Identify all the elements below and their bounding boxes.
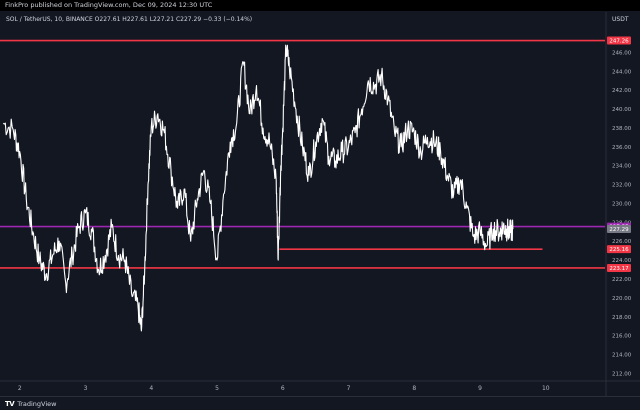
x-tick-label: 8 xyxy=(412,385,416,392)
publish-header: FinkPro published on TradingView.com, De… xyxy=(0,0,640,11)
y-tick-label: 236.00 xyxy=(612,145,632,151)
y-tick-label: 240.00 xyxy=(612,107,632,113)
price-badge-label: 225.16 xyxy=(609,247,629,253)
price-badge-225.16 xyxy=(607,245,631,254)
y-tick-label: 222.00 xyxy=(612,277,632,283)
price-badge-label: 227.29 xyxy=(609,227,629,233)
y-tick-label: 220.00 xyxy=(612,296,632,302)
price-series-line xyxy=(2,44,514,332)
price-badge-223.17 xyxy=(607,263,631,272)
footer-bar: TV TradingView xyxy=(0,396,640,410)
y-tick-label: 226.00 xyxy=(612,239,632,245)
price-chart[interactable]: 212.00 214.00 216.00 218.00 220.00 222.00 224.… xyxy=(0,0,640,396)
price-badge-227.29 xyxy=(607,225,631,234)
x-tick-label: 6 xyxy=(281,385,285,392)
y-tick-label: 230.00 xyxy=(612,201,632,207)
y-tick-label: 224.00 xyxy=(612,258,632,264)
y-tick-label: 246.00 xyxy=(612,50,632,56)
tradingview-logo[interactable]: TV TradingView xyxy=(5,400,56,408)
x-tick-label: 5 xyxy=(215,385,219,392)
y-tick-label: 214.00 xyxy=(612,353,632,359)
y-tick-label: 216.00 xyxy=(612,334,632,340)
y-tick-label: 244.00 xyxy=(612,69,632,75)
axis-layer: 212.00 214.00 216.00 218.00 220.00 222.00 224.… xyxy=(0,12,640,396)
series-layer xyxy=(2,44,514,332)
tradingview-logo-text: TradingView xyxy=(17,400,57,408)
price-badge-label: 223.17 xyxy=(609,266,629,272)
x-tick-label: 10 xyxy=(542,385,550,392)
x-tick-label: 9 xyxy=(478,385,482,392)
x-tick-label: 3 xyxy=(84,385,88,392)
y-tick-label: 234.00 xyxy=(612,164,632,170)
currency-label: USDT xyxy=(612,16,629,23)
price-badge-247.26 xyxy=(607,36,631,45)
y-tick-label: 218.00 xyxy=(612,315,632,321)
y-tick-label: 232.00 xyxy=(612,183,632,189)
y-tick-label: 212.00 xyxy=(612,371,632,377)
x-tick-label: 2 xyxy=(18,385,22,392)
y-tick-label: 242.00 xyxy=(612,88,632,94)
symbol-legend[interactable]: SOL / TetherUS, 10, BINANCE O227.61 H227… xyxy=(6,16,252,23)
x-tick-label: 4 xyxy=(149,385,153,392)
symbol-line: SOL / TetherUS, 10, BINANCE O227.61 H227… xyxy=(6,16,253,23)
y-tick-label: 238.00 xyxy=(612,126,632,132)
publish-line: FinkPro published on TradingView.com, De… xyxy=(5,1,213,9)
price-badge-label: 247.26 xyxy=(609,39,629,45)
x-tick-label: 7 xyxy=(347,385,351,392)
tradingview-logo-icon: TV xyxy=(5,400,15,408)
